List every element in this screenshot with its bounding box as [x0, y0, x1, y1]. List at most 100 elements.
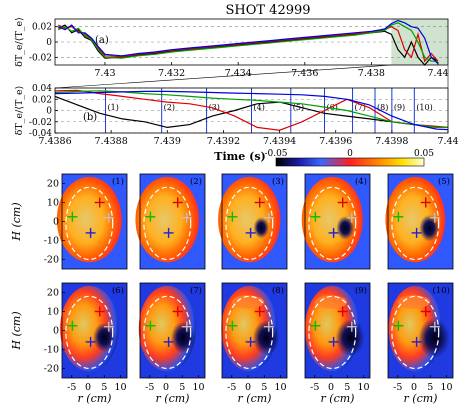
x-tick-label: 0	[245, 382, 251, 393]
frame-border	[304, 282, 371, 379]
cold-region	[247, 211, 271, 242]
x-tick-label: 5	[101, 382, 107, 393]
y-tick-label: 20	[47, 179, 59, 190]
colorbar-tick-label: 0.05	[414, 149, 434, 159]
y-tick-label: -0.02	[29, 118, 52, 128]
x-tick-label: 0	[328, 382, 334, 393]
frame-border	[387, 173, 454, 270]
separatrix-ellipse	[65, 186, 114, 261]
x-tick-label: 7.44	[437, 136, 458, 147]
x-tick-label: 7.4396	[319, 136, 352, 147]
separatrix-ellipse	[391, 295, 440, 370]
frame-border	[221, 173, 288, 270]
y-tick-label: 0	[46, 38, 52, 48]
x-tick-label: 7.434	[225, 68, 252, 79]
y-tick-label: -0.02	[29, 53, 52, 63]
colorbar-tick-label: -0.05	[264, 149, 287, 159]
x-axis-label: r (cm)	[156, 392, 190, 405]
y-tick-label: 10	[47, 198, 59, 209]
x-tick-label: 7.438	[358, 68, 385, 79]
x-tick-label: 7.439	[154, 136, 181, 147]
cold-region	[325, 308, 367, 362]
frame-label: (6)	[112, 285, 124, 296]
heatmap-frame: (6)	[60, 282, 128, 379]
connector-left	[54, 64, 392, 89]
x-tick-label: 5	[427, 382, 433, 393]
frame-marker-label: (6)	[326, 103, 337, 112]
frame-label: (8)	[272, 285, 284, 296]
y-axis-label: δT_e/⟨T_e⟩	[14, 86, 25, 136]
series-line	[54, 90, 449, 131]
frame-label: (1)	[112, 176, 124, 187]
x-axis-label: r (cm)	[78, 392, 112, 405]
x-tick-label: 10	[192, 382, 204, 393]
heatmap-frame: (10)	[387, 282, 454, 379]
heatmap-frame: (8)	[221, 282, 288, 379]
x-tick-label: -5	[227, 382, 236, 393]
y-tick-label: 0	[53, 326, 59, 337]
x-tick-label: 10	[114, 382, 126, 393]
frame-marker-label: (2)	[164, 103, 175, 112]
frame-border	[304, 173, 371, 270]
x-tick-label: 7.43	[94, 68, 115, 79]
panel-b: (1) (2) (3) (4) (5) (6) (7) (8) (9) (10) 0.040.02 0…	[14, 84, 459, 163]
colorbar-bar	[275, 157, 425, 167]
x-tick-label: -5	[145, 382, 154, 393]
x-tick-label: 7.4398	[375, 136, 408, 147]
x-tick-label: 7.4394	[263, 136, 296, 147]
y-tick-label: 0	[46, 107, 52, 117]
zoom-connectors	[54, 64, 449, 89]
x-tick-label: 7.436	[291, 68, 318, 79]
frame-marker-label: (7)	[355, 103, 366, 112]
heatmap-frame: (7)	[138, 282, 206, 379]
frame-border	[139, 282, 206, 379]
y-tick-label: 0.02	[32, 23, 52, 33]
frame-marker-label: (3)	[209, 103, 220, 112]
frame-label: (10)	[433, 285, 450, 296]
separatrix-ellipse	[225, 295, 274, 370]
x-axis-label: r (cm)	[321, 392, 355, 405]
frame-marker-label: (8)	[377, 103, 388, 112]
frame-label: (9)	[355, 285, 367, 296]
y-axis-label: δT_e/⟨T_e⟩	[14, 17, 25, 67]
x-tick-label: 10	[274, 382, 286, 393]
frame-marker-label: (10)	[416, 103, 432, 112]
cold-region	[412, 207, 441, 246]
y-tick-label: -0.04	[29, 129, 52, 139]
frame-marker-label: (4)	[254, 103, 265, 112]
heatmap-frame: (4)	[301, 173, 371, 270]
series-line	[58, 19, 439, 64]
x-tick-label: -5	[393, 382, 402, 393]
y-tick-label: 20	[47, 288, 59, 299]
separatrix-ellipse	[143, 186, 192, 261]
cold-region	[407, 306, 453, 364]
cold-region	[162, 312, 198, 359]
series-line	[58, 22, 438, 62]
y-tick-label: -20	[44, 255, 59, 266]
frame-marker-label: (1)	[108, 103, 119, 112]
frame-label: (5)	[438, 176, 450, 187]
hot-region	[135, 176, 200, 263]
y-tick-label: -10	[44, 345, 59, 356]
x-tick-label: 10	[357, 382, 369, 393]
figure-title: SHOT 42999	[225, 3, 310, 18]
frame-marker-label: (5)	[293, 103, 304, 112]
x-axis-label: r (cm)	[404, 392, 438, 405]
x-tick-label: -5	[67, 382, 76, 393]
x-tick-label: 7.4388	[95, 136, 128, 147]
x-tick-label: -5	[310, 382, 319, 393]
y-tick-label: 0.04	[32, 84, 52, 94]
heatmap-frame: (2)	[135, 173, 206, 270]
separatrix-ellipse	[143, 295, 192, 370]
frame-label: (2)	[190, 176, 202, 187]
y-axis-label: H (cm)	[10, 311, 23, 350]
frame-border	[387, 282, 454, 379]
frame-border	[139, 173, 206, 270]
panel-label: (b)	[83, 112, 97, 123]
separatrix-ellipse	[308, 186, 357, 261]
x-tick-label: 0	[411, 382, 417, 393]
x-tick-label: 5	[179, 382, 185, 393]
frame-label: (4)	[355, 176, 367, 187]
frame-label: (7)	[190, 285, 202, 296]
